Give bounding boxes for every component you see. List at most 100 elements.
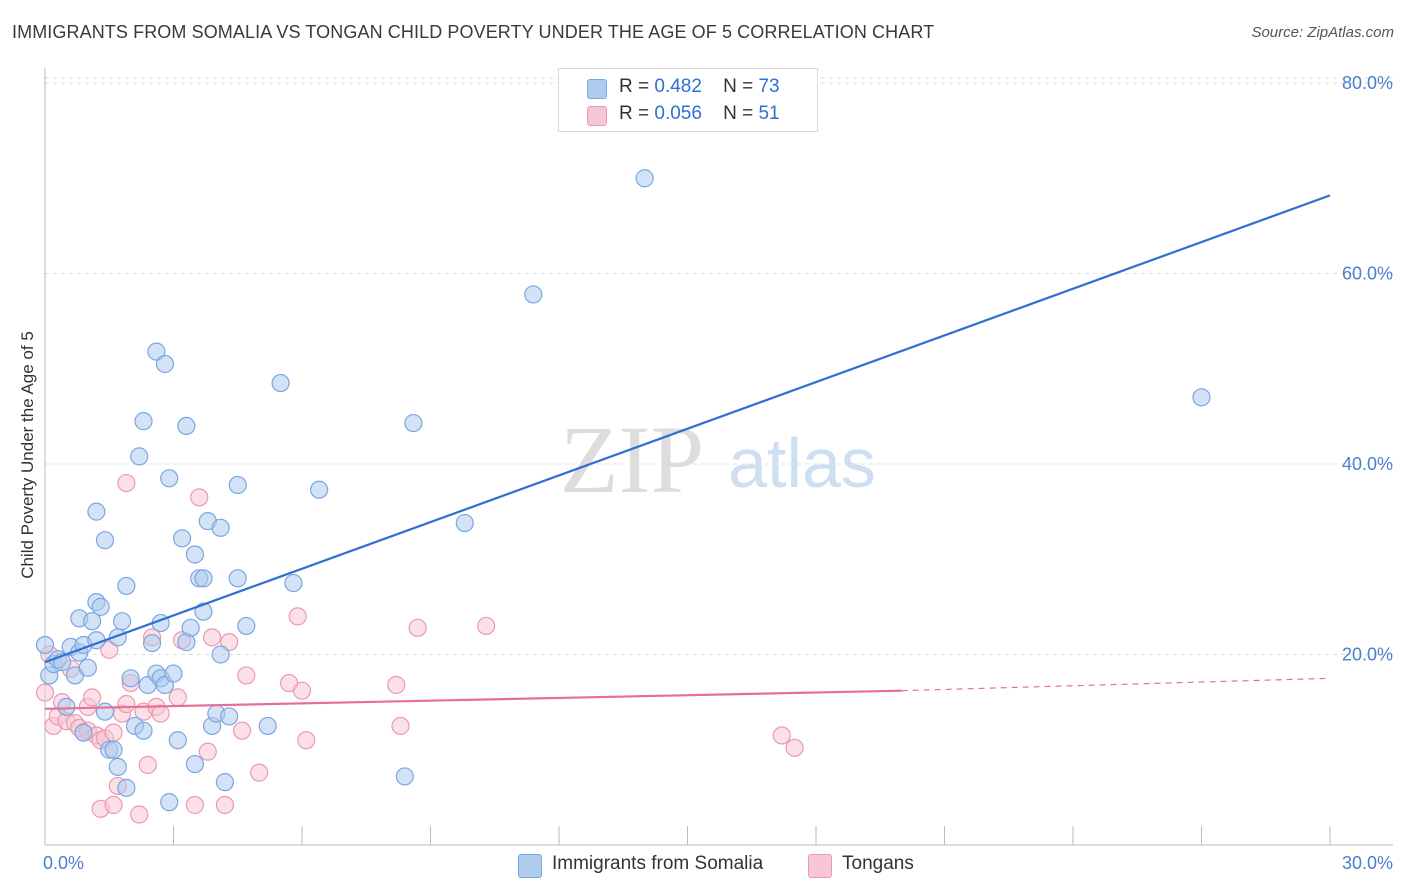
- point-somalia: [147, 342, 166, 361]
- point-tongans: [198, 742, 217, 761]
- y-tick-labels: 20.0% 40.0% 60.0% 80.0%: [1342, 73, 1393, 665]
- point-somalia: [258, 716, 277, 736]
- point-tongans: [35, 683, 55, 702]
- point-somalia: [168, 731, 187, 750]
- legend-label-somalia: Immigrants from Somalia: [552, 853, 764, 874]
- point-tongans: [387, 675, 406, 695]
- point-somalia: [194, 569, 213, 588]
- point-somalia: [237, 616, 256, 636]
- point-tongans: [391, 716, 410, 736]
- legend-r-somalia: 0.482: [654, 76, 702, 97]
- axes: [44, 68, 1393, 846]
- point-somalia: [185, 545, 205, 564]
- point-somalia: [181, 618, 200, 637]
- point-somalia: [211, 518, 230, 537]
- x-tick-label: 30.0%: [1342, 853, 1393, 873]
- legend-swatch-somalia: [518, 854, 542, 878]
- point-tongans: [785, 738, 804, 757]
- point-somalia: [117, 576, 136, 596]
- point-tongans: [104, 723, 123, 742]
- point-tongans: [190, 488, 209, 507]
- point-somalia: [215, 773, 234, 792]
- point-tongans: [185, 795, 205, 815]
- point-somalia: [455, 513, 474, 533]
- watermark: ZIP atlas: [560, 406, 876, 513]
- point-somalia: [35, 635, 55, 655]
- point-tongans: [117, 473, 136, 493]
- point-tongans: [215, 795, 234, 815]
- point-somalia: [155, 354, 175, 374]
- point-somalia: [57, 697, 76, 716]
- point-somalia: [83, 612, 102, 631]
- y-tick-label: 40.0%: [1342, 454, 1393, 474]
- point-tongans: [292, 681, 312, 700]
- point-somalia: [78, 658, 97, 677]
- point-somalia: [134, 721, 153, 740]
- point-tongans: [117, 694, 136, 714]
- legend-swatch-tongans: [587, 106, 607, 126]
- point-somalia: [1192, 388, 1211, 407]
- point-tongans: [151, 704, 170, 723]
- point-tongans: [297, 731, 316, 750]
- point-tongans: [220, 633, 239, 652]
- point-somalia: [228, 475, 247, 495]
- legend-r-label: R =: [619, 103, 650, 124]
- point-tongans: [288, 607, 307, 626]
- point-tongans: [477, 616, 496, 636]
- point-somalia: [284, 573, 303, 593]
- point-tongans: [130, 805, 149, 824]
- point-somalia: [395, 767, 414, 786]
- point-somalia: [160, 469, 179, 488]
- point-somalia: [74, 723, 93, 742]
- point-somalia: [91, 597, 110, 616]
- chart-title: IMMIGRANTS FROM SOMALIA VS TONGAN CHILD …: [12, 22, 935, 42]
- point-somalia: [160, 793, 179, 812]
- point-somalia: [104, 740, 123, 759]
- point-somalia: [164, 664, 183, 683]
- point-somalia: [134, 412, 153, 431]
- y-tick-label: 80.0%: [1342, 73, 1393, 93]
- point-tongans: [100, 640, 119, 659]
- point-tongans: [138, 755, 157, 775]
- legend-n-somalia: 73: [758, 76, 780, 97]
- point-tongans: [237, 666, 256, 685]
- source-label: Source: ZipAtlas.com: [1251, 24, 1394, 41]
- point-somalia: [95, 702, 115, 721]
- point-somalia: [172, 529, 192, 548]
- legend-r-label: R =: [619, 76, 650, 97]
- point-somalia: [404, 413, 423, 433]
- correlation-legend: R = 0.482 N = 73 R = 0.056 N = 51: [558, 68, 818, 132]
- point-somalia: [211, 645, 230, 664]
- legend-n-tongans: 51: [758, 103, 780, 124]
- point-somalia: [112, 612, 132, 631]
- point-somalia: [130, 447, 149, 466]
- legend-n-label: N =: [723, 103, 754, 124]
- point-somalia: [185, 754, 205, 774]
- watermark-zip: ZIP: [560, 406, 704, 513]
- gridlines: [45, 77, 1393, 655]
- point-somalia: [635, 169, 654, 188]
- x-tick-labels: 0.0% 30.0%: [43, 853, 1393, 873]
- trend-line-tongans-extension: [901, 677, 1331, 692]
- y-tick-label: 60.0%: [1342, 264, 1393, 284]
- point-somalia: [220, 707, 239, 726]
- x-tick-label: 0.0%: [43, 853, 84, 873]
- legend-n-label: N =: [723, 76, 754, 97]
- point-somalia: [310, 480, 329, 499]
- point-somalia: [524, 285, 543, 304]
- point-somalia: [87, 502, 106, 521]
- legend-r-tongans: 0.056: [654, 103, 702, 124]
- y-tick-label: 20.0%: [1342, 645, 1393, 665]
- point-somalia: [95, 531, 115, 550]
- legend-swatch-tongans: [808, 854, 832, 878]
- point-somalia: [142, 633, 162, 653]
- watermark-atlas: atlas: [728, 424, 876, 502]
- point-somalia: [194, 602, 213, 621]
- point-somalia: [177, 416, 196, 435]
- point-somalia: [108, 757, 127, 776]
- point-tongans: [232, 721, 252, 740]
- series-somalia: [35, 169, 1211, 812]
- point-tongans: [202, 628, 222, 647]
- point-somalia: [117, 778, 136, 797]
